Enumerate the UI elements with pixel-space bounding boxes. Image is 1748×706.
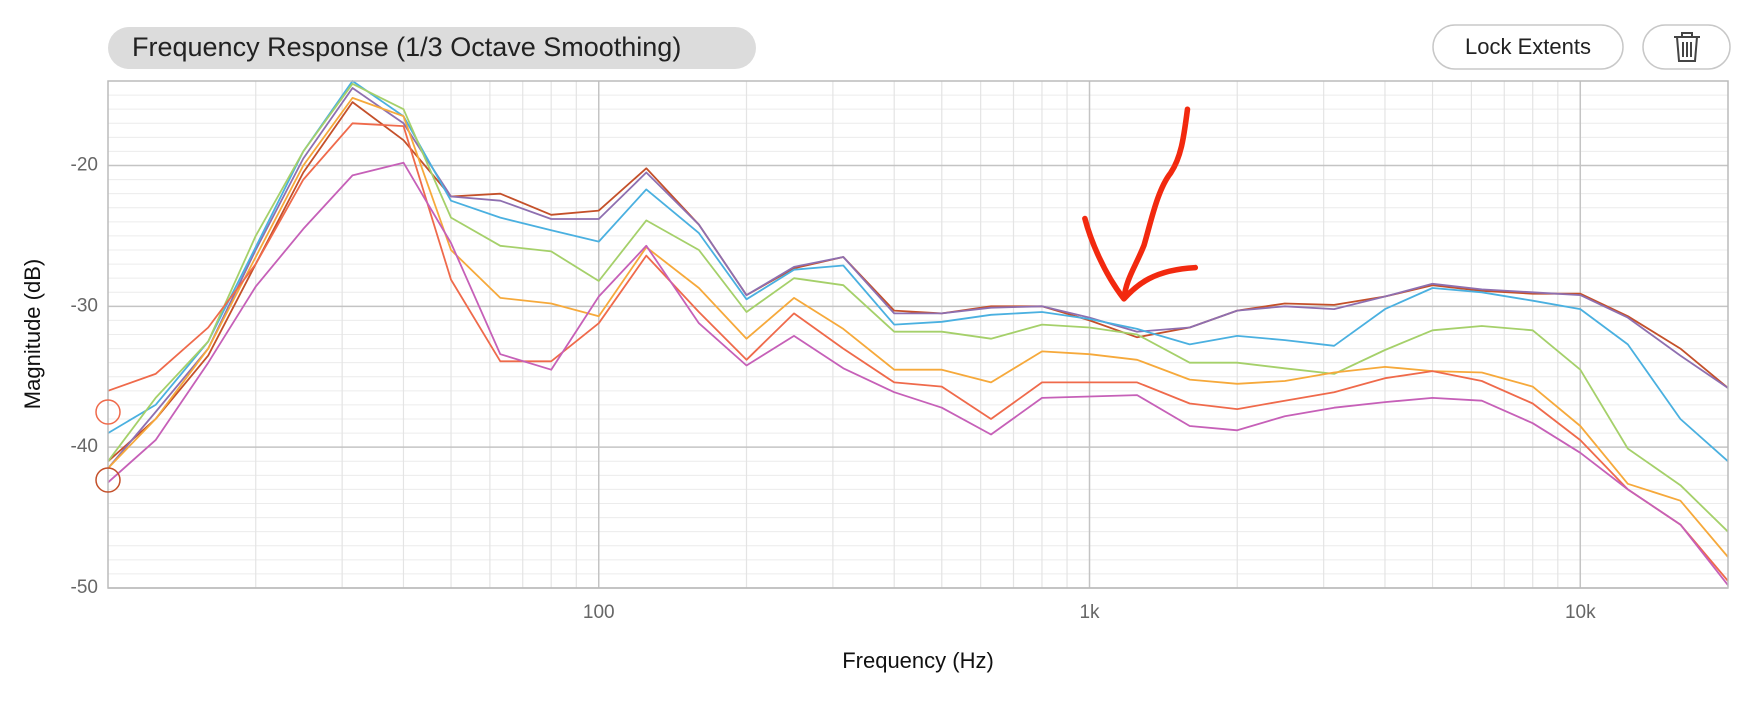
series-line (107, 97, 1729, 558)
series-line (107, 122, 1729, 582)
y-tick-label: -30 (71, 295, 98, 316)
trash-icon[interactable] (1674, 32, 1700, 62)
x-tick-label: 10k (1565, 602, 1596, 623)
x-tick-label: 1k (1079, 602, 1100, 623)
annotation-arrow (1082, 106, 1199, 302)
series-line (107, 82, 1729, 533)
range-handle[interactable] (95, 467, 121, 493)
delete-button[interactable] (1642, 24, 1731, 70)
lines (107, 80, 1729, 586)
chart-title: Frequency Response (1/3 Octave Smoothing… (132, 32, 681, 62)
series-line (107, 87, 1729, 469)
series-line (107, 80, 1729, 462)
title-main: Frequency Response (132, 32, 389, 62)
x-axis-label: Frequency (Hz) (842, 648, 994, 673)
x-tick-label: 100 (583, 602, 615, 623)
plot-frame (107, 80, 1729, 589)
range-handle[interactable] (95, 399, 121, 425)
title-pill (108, 27, 756, 69)
series-line (107, 161, 1729, 586)
lock-extents-button[interactable]: Lock Extents (1432, 24, 1624, 70)
y-axis-label: Magnitude (dB) (20, 259, 45, 409)
y-tick-label: -50 (71, 577, 98, 598)
y-tick-label: -20 (71, 155, 98, 176)
title-sub: (1/3 Octave Smoothing) (396, 32, 681, 62)
series-line (107, 101, 1729, 462)
button-frame[interactable] (1432, 24, 1624, 70)
button-label[interactable]: Lock Extents (1465, 34, 1591, 59)
y-tick-label: -40 (71, 436, 98, 457)
grid (108, 81, 1728, 589)
